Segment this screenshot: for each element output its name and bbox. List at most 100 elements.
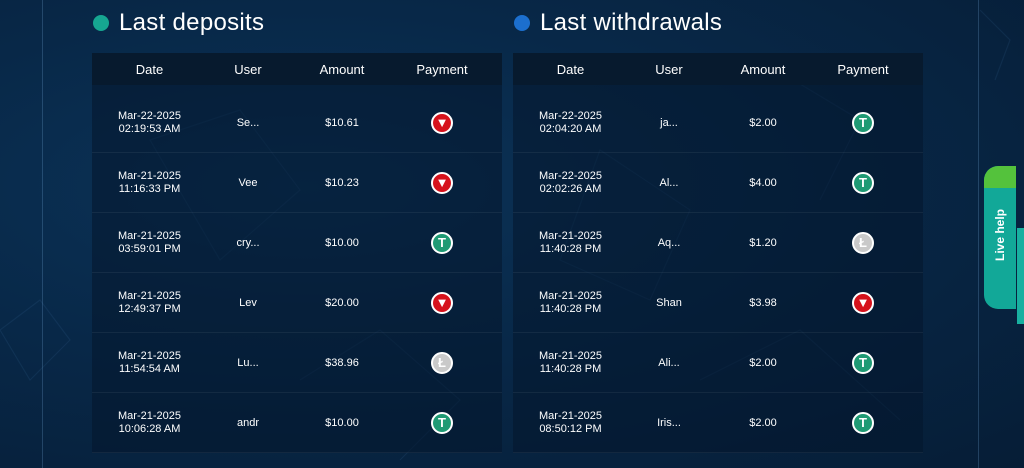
header-user: User bbox=[234, 61, 262, 77]
amount-cell: $10.00 bbox=[325, 416, 359, 429]
last-withdrawals-section: Last withdrawals Date User Amount Paymen… bbox=[513, 0, 923, 453]
time-text: 08:50:12 PM bbox=[539, 422, 602, 435]
date-text: Mar-21-2025 bbox=[539, 349, 602, 362]
user-cell: Lu... bbox=[237, 356, 259, 369]
time-text: 03:59:01 PM bbox=[118, 242, 181, 255]
payment-cell: T bbox=[816, 411, 910, 434]
deposits-dot-icon bbox=[93, 15, 109, 31]
payment-cell: T bbox=[395, 231, 489, 254]
time-text: 11:40:28 PM bbox=[539, 242, 602, 255]
frame-line-left bbox=[42, 0, 43, 468]
table-row: Mar-21-2025 03:59:01 PM cry... $10.00 T bbox=[92, 213, 502, 273]
live-help-label: Live help bbox=[993, 209, 1007, 262]
litecoin-icon: Ł bbox=[852, 231, 874, 254]
edge-tab[interactable] bbox=[1017, 228, 1024, 324]
amount-cell: $20.00 bbox=[325, 296, 359, 309]
table-row: Mar-21-2025 12:49:37 PM Lev $20.00 ▼ bbox=[92, 273, 502, 333]
deposits-title: Last deposits bbox=[119, 9, 265, 36]
payment-cell: T bbox=[816, 351, 910, 374]
payment-cell: ▼ bbox=[395, 111, 489, 134]
payment-cell: Ł bbox=[395, 351, 489, 374]
time-text: 10:06:28 AM bbox=[118, 422, 181, 435]
user-cell: cry... bbox=[236, 236, 260, 249]
table-row: Mar-21-2025 11:40:28 PM Shan $3.98 ▼ bbox=[513, 273, 923, 333]
amount-cell: $10.00 bbox=[325, 236, 359, 249]
time-text: 11:40:28 PM bbox=[539, 362, 602, 375]
tether-icon: T bbox=[852, 351, 874, 374]
litecoin-icon: Ł bbox=[431, 351, 453, 374]
amount-cell: $10.61 bbox=[325, 116, 359, 129]
date-cell: Mar-22-2025 02:02:26 AM bbox=[513, 170, 628, 196]
date-text: Mar-22-2025 bbox=[539, 169, 602, 182]
tether-icon: T bbox=[431, 411, 453, 434]
table-row: Mar-22-2025 02:19:53 AM Se... $10.61 ▼ bbox=[92, 93, 502, 153]
tron-icon: ▼ bbox=[431, 291, 453, 314]
header-amount: Amount bbox=[319, 61, 365, 77]
date-text: Mar-21-2025 bbox=[539, 229, 602, 242]
deposits-heading: Last deposits bbox=[92, 0, 502, 46]
frame-line-right bbox=[978, 0, 979, 468]
date-text: Mar-21-2025 bbox=[539, 409, 602, 422]
payment-cell: ▼ bbox=[395, 171, 489, 194]
amount-cell: $1.20 bbox=[749, 236, 777, 249]
date-text: Mar-22-2025 bbox=[539, 109, 602, 122]
live-help-accent bbox=[984, 166, 1016, 188]
time-text: 12:49:37 PM bbox=[118, 302, 181, 315]
date-text: Mar-22-2025 bbox=[118, 109, 181, 122]
user-cell: Vee bbox=[238, 176, 258, 189]
amount-cell: $2.00 bbox=[749, 416, 777, 429]
date-cell: Mar-21-2025 11:40:28 PM bbox=[513, 350, 628, 376]
withdrawals-table-body: Mar-22-2025 02:04:20 AM ja... $2.00 T Mar… bbox=[513, 85, 923, 453]
user-cell: Aq... bbox=[657, 236, 681, 249]
table-row: Mar-22-2025 02:02:26 AM Al... $4.00 T bbox=[513, 153, 923, 213]
amount-cell: $2.00 bbox=[749, 356, 777, 369]
date-cell: Mar-21-2025 11:40:28 PM bbox=[513, 290, 628, 316]
table-row: Mar-21-2025 11:40:28 PM Aq... $1.20 Ł bbox=[513, 213, 923, 273]
header-date: Date bbox=[556, 61, 585, 77]
amount-cell: $10.23 bbox=[325, 176, 359, 189]
table-row: Mar-21-2025 08:50:12 PM Iris... $2.00 T bbox=[513, 393, 923, 453]
withdrawals-heading: Last withdrawals bbox=[513, 0, 923, 46]
date-cell: Mar-21-2025 10:06:28 AM bbox=[92, 410, 207, 436]
withdrawals-table-header: Date User Amount Payment bbox=[513, 53, 923, 85]
header-user: User bbox=[655, 61, 683, 77]
user-cell: Al... bbox=[659, 176, 679, 189]
amount-cell: $3.98 bbox=[749, 296, 777, 309]
user-cell: Shan bbox=[656, 296, 682, 309]
user-cell: Se... bbox=[236, 116, 260, 129]
date-text: Mar-21-2025 bbox=[118, 289, 181, 302]
payment-cell: T bbox=[816, 171, 910, 194]
date-cell: Mar-22-2025 02:19:53 AM bbox=[92, 110, 207, 136]
date-text: Mar-21-2025 bbox=[118, 349, 181, 362]
table-row: Mar-22-2025 02:04:20 AM ja... $2.00 T bbox=[513, 93, 923, 153]
withdrawals-title: Last withdrawals bbox=[540, 9, 723, 36]
last-deposits-section: Last deposits Date User Amount Payment M… bbox=[92, 0, 502, 453]
user-cell: Lev bbox=[239, 296, 257, 309]
time-text: 02:19:53 AM bbox=[118, 122, 181, 135]
table-row: Mar-21-2025 11:54:54 AM Lu... $38.96 Ł bbox=[92, 333, 502, 393]
time-text: 02:04:20 AM bbox=[539, 122, 602, 135]
tron-icon: ▼ bbox=[431, 111, 453, 134]
deposits-table-body: Mar-22-2025 02:19:53 AM Se... $10.61 ▼ Ma… bbox=[92, 85, 502, 453]
withdrawals-dot-icon bbox=[514, 15, 530, 31]
payment-cell: T bbox=[816, 111, 910, 134]
date-cell: Mar-21-2025 11:40:28 PM bbox=[513, 230, 628, 256]
date-cell: Mar-21-2025 12:49:37 PM bbox=[92, 290, 207, 316]
tron-icon: ▼ bbox=[431, 171, 453, 194]
date-text: Mar-21-2025 bbox=[539, 289, 602, 302]
table-row: Mar-21-2025 11:16:33 PM Vee $10.23 ▼ bbox=[92, 153, 502, 213]
user-cell: andr bbox=[236, 416, 260, 429]
date-cell: Mar-21-2025 11:16:33 PM bbox=[92, 170, 207, 196]
amount-cell: $38.96 bbox=[325, 356, 359, 369]
tether-icon: T bbox=[852, 171, 874, 194]
user-cell: ja... bbox=[660, 116, 678, 129]
date-text: Mar-21-2025 bbox=[118, 169, 181, 182]
table-row: Mar-21-2025 10:06:28 AM andr $10.00 T bbox=[92, 393, 502, 453]
time-text: 02:02:26 AM bbox=[539, 182, 602, 195]
table-row: Mar-21-2025 11:40:28 PM Ali... $2.00 T bbox=[513, 333, 923, 393]
header-payment: Payment bbox=[416, 61, 468, 77]
date-text: Mar-21-2025 bbox=[118, 409, 181, 422]
date-cell: Mar-22-2025 02:04:20 AM bbox=[513, 110, 628, 136]
time-text: 11:16:33 PM bbox=[118, 182, 181, 195]
live-help-button[interactable]: Live help bbox=[984, 166, 1016, 309]
